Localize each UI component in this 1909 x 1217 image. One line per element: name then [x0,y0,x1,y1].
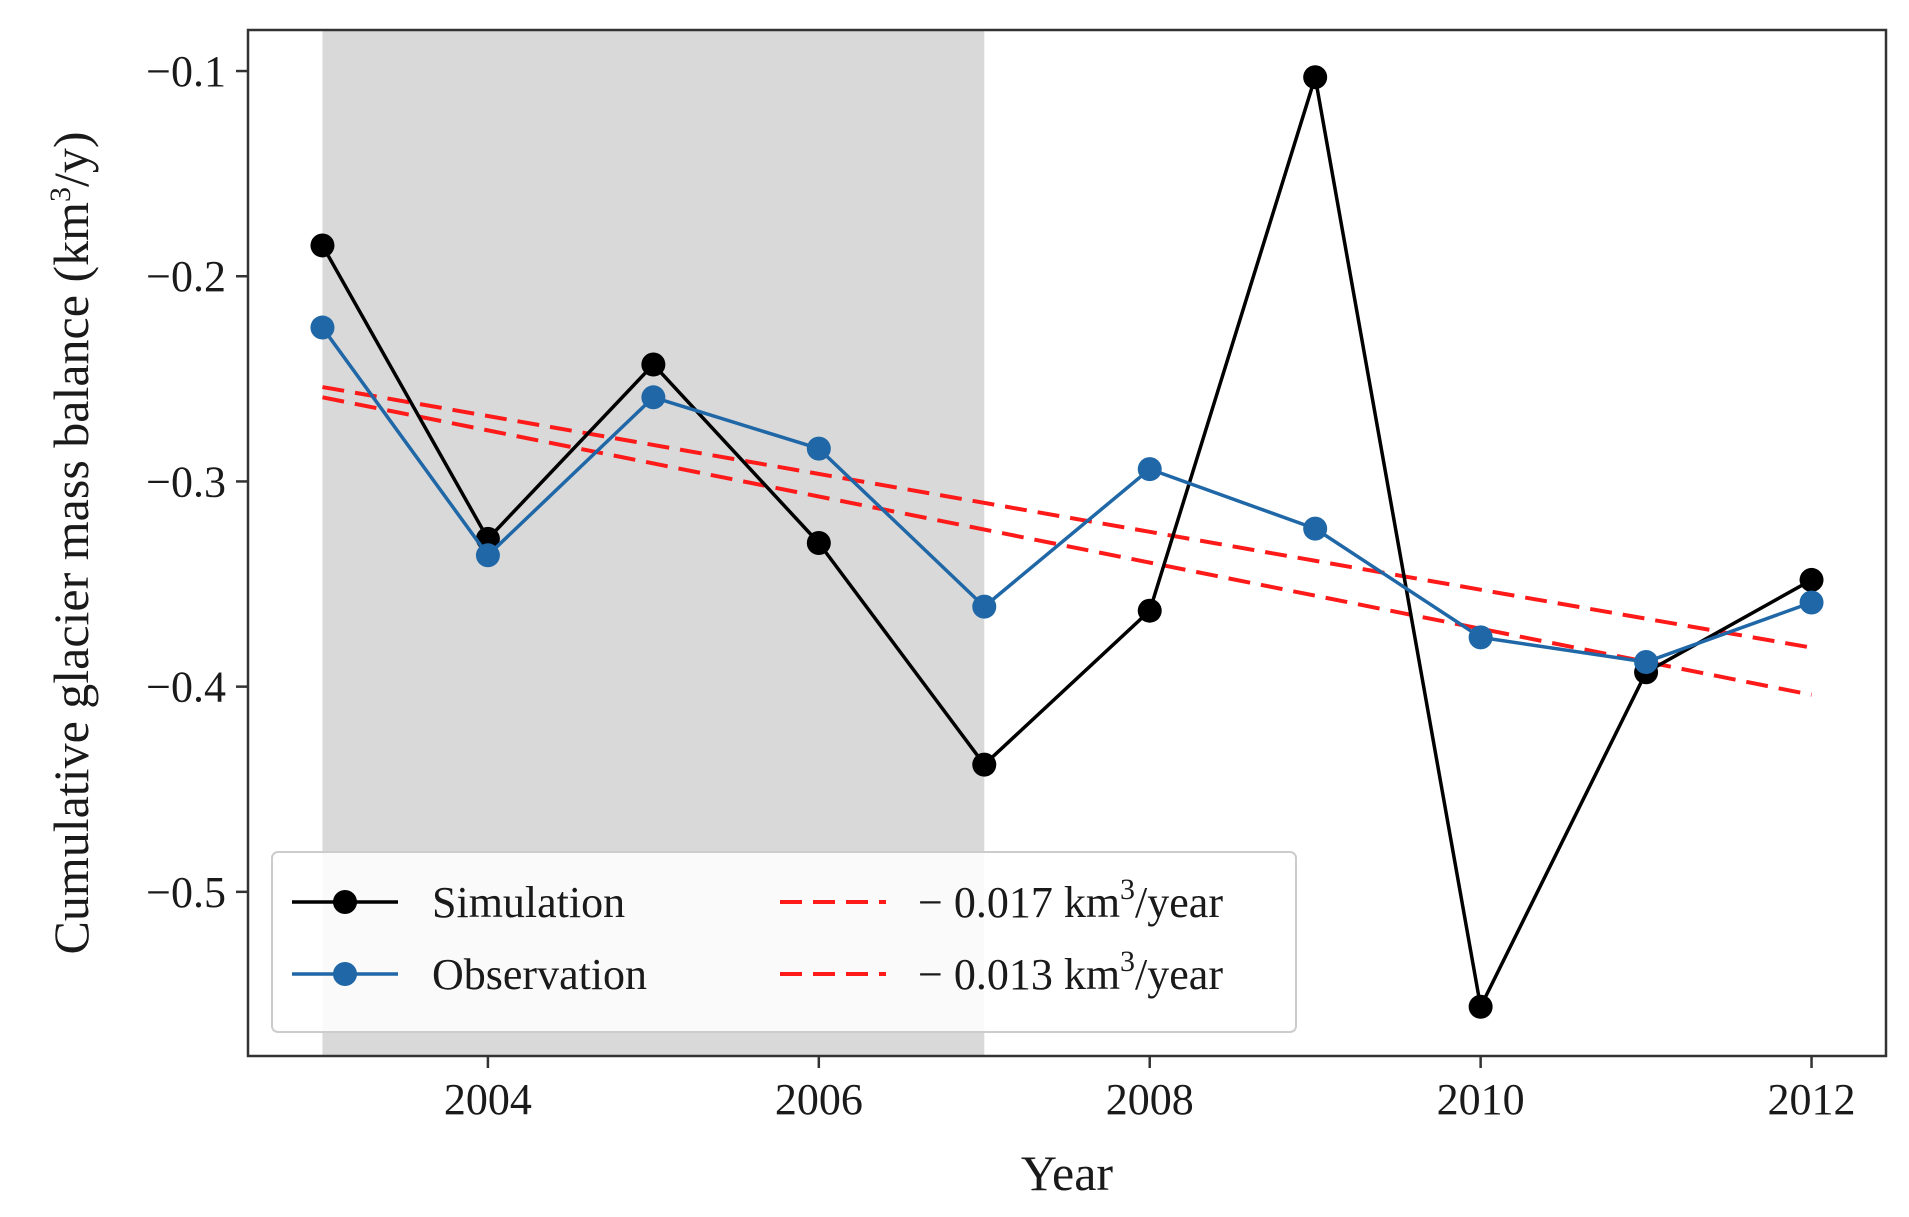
legend-box [271,851,1297,1033]
y-tick-label: −0.5 [146,868,226,917]
simulation-point [1137,598,1162,623]
simulation-point [641,352,666,377]
plot-frame [246,28,1888,1058]
trend-line-0 [322,395,1812,697]
observation-point [972,594,997,619]
x-tick-label: 2008 [1106,1075,1194,1124]
observation-point [310,315,335,340]
legend-simulation-marker [333,890,357,914]
observation-point [475,543,500,568]
simulation-point [310,233,335,258]
y-tick-label: −0.3 [146,457,226,506]
y-tick-label: −0.1 [146,47,226,96]
x-tick-label: 2010 [1437,1075,1525,1124]
observation-point [1137,457,1162,482]
simulation-point [1303,65,1328,90]
y-axis-title: Cumulative glacier mass balance (km3/y) [43,131,99,954]
observation-point [806,436,831,461]
observation-point [1799,590,1824,615]
legend-trend-0017-label: − 0.017 km3/year [918,873,1223,927]
simulation-point [1799,567,1824,592]
observation-point [641,385,666,410]
legend: Simulation Observation − 0.017 km3/year … [271,851,1297,1033]
observation-line [321,326,1813,664]
observation-point [1468,625,1493,650]
simulation-point [972,752,997,777]
legend-observation-marker [333,962,357,986]
observation-point [1634,650,1659,675]
legend-simulation-label: Simulation [432,878,625,927]
x-tick-label: 2006 [775,1075,863,1124]
y-tick-label: −0.2 [146,252,226,301]
simulation-point [806,531,831,555]
observation-point [1303,516,1328,541]
x-tick-label: 2012 [1768,1075,1856,1124]
legend-trend-0013-label: − 0.013 km3/year [918,945,1223,999]
simulation-point [1468,994,1493,1019]
simulation-line [320,75,1813,1009]
x-tick-label: 2004 [444,1075,532,1124]
trend-line-1 [322,385,1812,650]
y-tick-label: −0.4 [146,663,226,712]
legend-observation-label: Observation [432,950,647,999]
x-axis-title: Year [1021,1145,1113,1201]
